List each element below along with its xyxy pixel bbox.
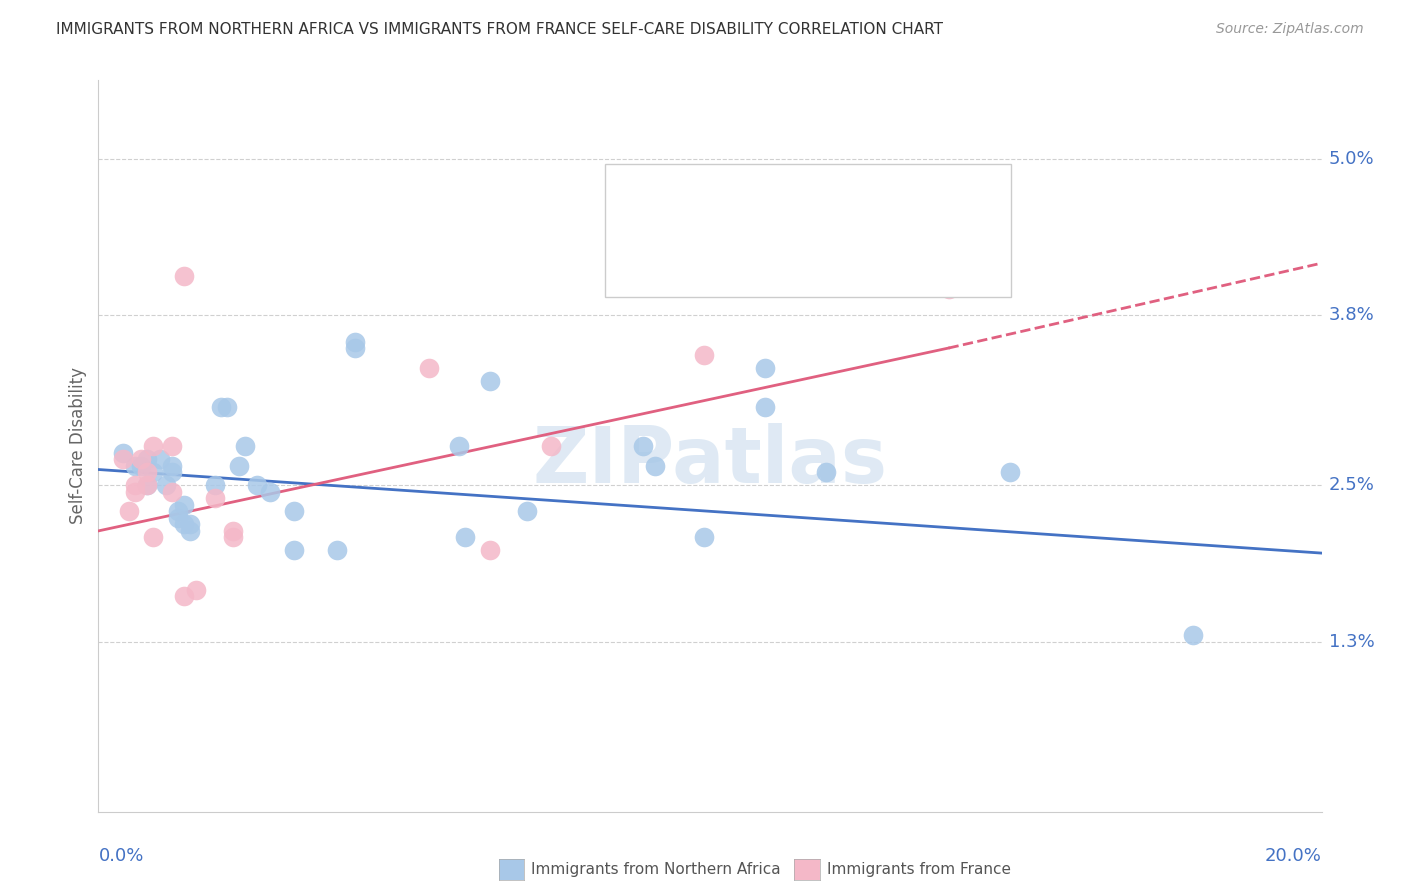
Point bbox=[142, 465, 165, 479]
Point bbox=[179, 524, 201, 538]
Point bbox=[454, 530, 477, 544]
Point bbox=[998, 465, 1021, 479]
Text: 22: 22 bbox=[792, 260, 820, 279]
Text: R =: R = bbox=[662, 260, 706, 279]
Point bbox=[283, 504, 305, 518]
Point bbox=[111, 445, 134, 459]
Point bbox=[693, 530, 716, 544]
Point bbox=[344, 341, 367, 355]
Text: 3.8%: 3.8% bbox=[1329, 306, 1375, 325]
Point bbox=[173, 269, 195, 284]
Point bbox=[136, 452, 159, 467]
Text: ZIPatlas: ZIPatlas bbox=[533, 423, 887, 499]
Point bbox=[124, 478, 146, 492]
Point bbox=[516, 504, 538, 518]
Text: IMMIGRANTS FROM NORTHERN AFRICA VS IMMIGRANTS FROM FRANCE SELF-CARE DISABILITY C: IMMIGRANTS FROM NORTHERN AFRICA VS IMMIG… bbox=[56, 22, 943, 37]
Point bbox=[204, 478, 226, 492]
Text: 20.0%: 20.0% bbox=[1265, 847, 1322, 865]
Point bbox=[129, 458, 152, 473]
Point bbox=[478, 374, 501, 388]
Point bbox=[228, 458, 250, 473]
Point bbox=[1182, 628, 1205, 642]
Point bbox=[160, 439, 183, 453]
Point bbox=[136, 478, 159, 492]
Text: 2.5%: 2.5% bbox=[1329, 476, 1375, 494]
Point bbox=[938, 282, 960, 296]
Point bbox=[222, 530, 245, 544]
Point bbox=[344, 334, 367, 349]
Point bbox=[142, 439, 165, 453]
Y-axis label: Self-Care Disability: Self-Care Disability bbox=[69, 368, 87, 524]
Point bbox=[111, 452, 134, 467]
Point bbox=[209, 400, 232, 414]
Point bbox=[179, 517, 201, 532]
Text: 0.269: 0.269 bbox=[696, 260, 758, 279]
Point bbox=[149, 452, 172, 467]
Point bbox=[173, 589, 195, 603]
Point bbox=[118, 504, 141, 518]
Point bbox=[215, 400, 238, 414]
Text: Source: ZipAtlas.com: Source: ZipAtlas.com bbox=[1216, 22, 1364, 37]
Point bbox=[136, 478, 159, 492]
Point bbox=[167, 504, 190, 518]
Point bbox=[186, 582, 208, 597]
Point bbox=[478, 543, 501, 558]
Point bbox=[142, 530, 165, 544]
Point bbox=[160, 458, 183, 473]
Point bbox=[418, 360, 440, 375]
Point bbox=[283, 543, 305, 558]
Point bbox=[222, 524, 245, 538]
Text: N =: N = bbox=[759, 206, 803, 225]
Point bbox=[754, 360, 776, 375]
Text: 1.3%: 1.3% bbox=[1329, 633, 1375, 651]
Text: -0.153: -0.153 bbox=[696, 206, 766, 225]
Point bbox=[167, 511, 190, 525]
Point bbox=[326, 543, 349, 558]
Point bbox=[160, 465, 183, 479]
Point bbox=[644, 458, 666, 473]
Point bbox=[259, 484, 281, 499]
Text: 0.0%: 0.0% bbox=[98, 847, 143, 865]
Point bbox=[449, 439, 471, 453]
Point bbox=[754, 400, 776, 414]
Point bbox=[815, 465, 838, 479]
Text: 5.0%: 5.0% bbox=[1329, 150, 1374, 168]
Point bbox=[129, 452, 152, 467]
Text: 40: 40 bbox=[792, 206, 820, 225]
Point bbox=[124, 458, 146, 473]
Point bbox=[155, 478, 177, 492]
Point bbox=[124, 484, 146, 499]
Text: Immigrants from Northern Africa: Immigrants from Northern Africa bbox=[531, 863, 782, 877]
Point bbox=[173, 517, 195, 532]
Point bbox=[540, 439, 562, 453]
Point bbox=[693, 347, 716, 362]
Text: Immigrants from France: Immigrants from France bbox=[827, 863, 1011, 877]
Point bbox=[246, 478, 269, 492]
Point bbox=[233, 439, 256, 453]
Point bbox=[173, 498, 195, 512]
Text: R =: R = bbox=[662, 206, 706, 225]
Point bbox=[631, 439, 654, 453]
Point bbox=[160, 484, 183, 499]
Point bbox=[204, 491, 226, 506]
Point bbox=[136, 465, 159, 479]
Text: N =: N = bbox=[759, 260, 803, 279]
